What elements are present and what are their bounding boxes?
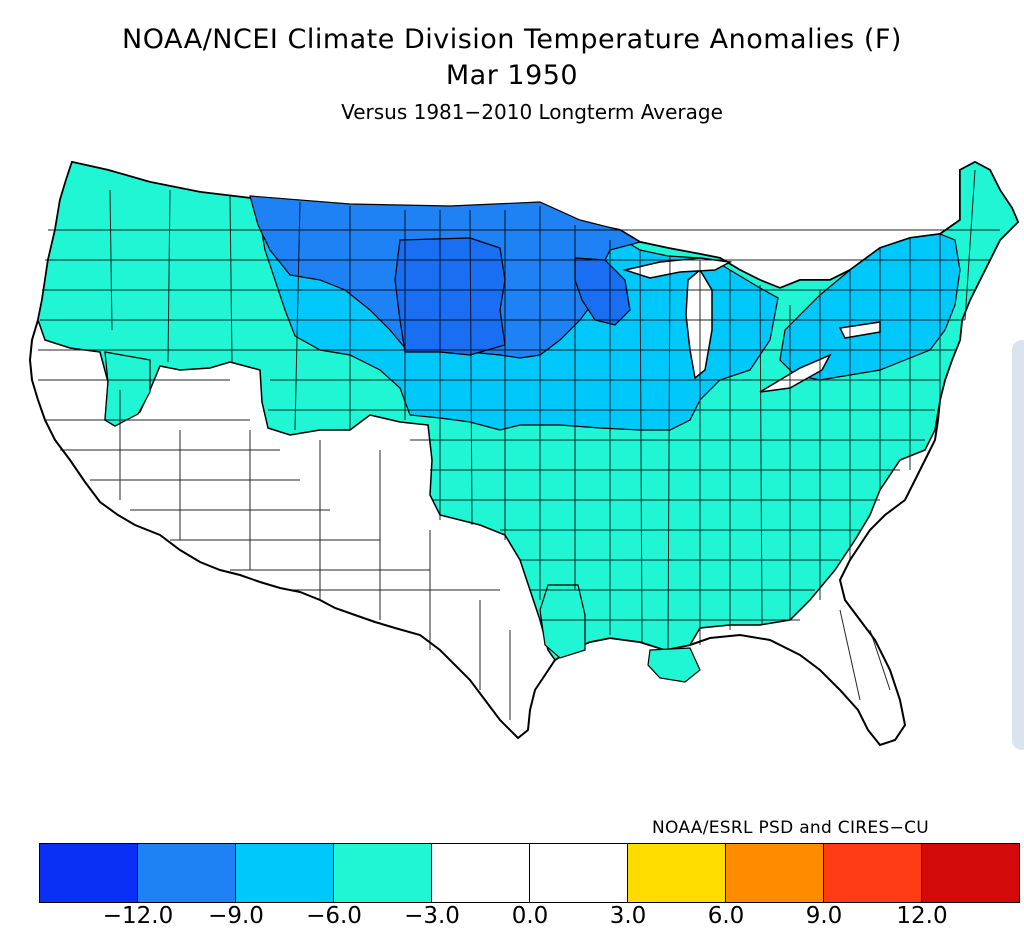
legend-bin <box>922 844 1019 902</box>
color-scale-legend <box>39 843 1020 903</box>
lake-michigan <box>685 268 713 380</box>
chart-title: NOAA/NCEI Climate Division Temperature A… <box>122 24 902 55</box>
legend-bin <box>824 844 922 902</box>
legend-tick-label: 0.0 <box>511 903 549 929</box>
legend-bin <box>530 844 628 902</box>
legend-ticks: −12.0 −9.0 −6.0 −3.0 0.0 3.0 6.0 9.0 12.0 <box>0 903 1024 939</box>
division-boundaries <box>38 169 1000 720</box>
anomaly-region-northeast <box>779 233 961 381</box>
legend-bin <box>138 844 236 902</box>
chart-baseline: Versus 1981−2010 Longterm Average <box>341 100 723 124</box>
legend-tick-label: 3.0 <box>609 903 647 929</box>
legend-tick-label: −9.0 <box>208 903 264 929</box>
legend-bin <box>236 844 334 902</box>
legend-tick-label: −6.0 <box>306 903 362 929</box>
legend-bin <box>334 844 432 902</box>
legend-tick-label: 6.0 <box>707 903 745 929</box>
legend-bin <box>628 844 726 902</box>
legend-bin <box>726 844 824 902</box>
anomaly-region-louisiana-coast <box>647 647 701 683</box>
chart-period: Mar 1950 <box>445 60 579 91</box>
anomaly-region-northern-plains-core <box>394 237 506 356</box>
legend-bin <box>40 844 138 902</box>
data-credit: NOAA/ESRL PSD and CIRES−CU <box>652 818 929 838</box>
lake-superior <box>622 257 733 279</box>
legend-bin <box>432 844 530 902</box>
legend-tick-label: 12.0 <box>896 903 948 929</box>
us-climate-division-map <box>28 160 1020 747</box>
legend-tick-label: −12.0 <box>102 903 174 929</box>
anomaly-region-minnesota-core <box>574 257 631 326</box>
legend-tick-label: −3.0 <box>404 903 460 929</box>
anomaly-region-mississippi <box>539 584 586 659</box>
lake-erie <box>759 353 832 393</box>
side-scroll-tab[interactable] <box>1012 340 1024 750</box>
legend-tick-label: 9.0 <box>805 903 843 929</box>
